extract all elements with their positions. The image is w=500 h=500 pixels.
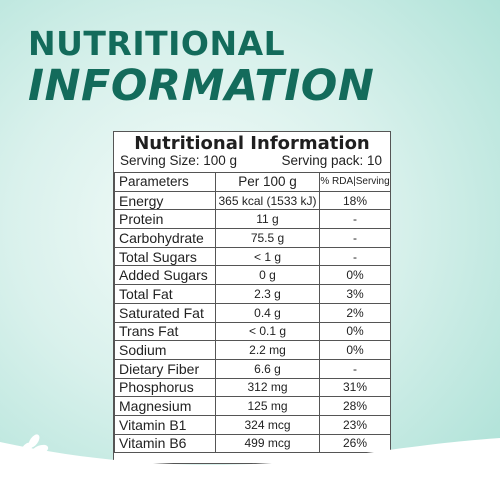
rda-serving: 18% xyxy=(319,190,391,211)
table-row: Sodium 2.2 mg 0% xyxy=(114,340,391,360)
rda-serving: 31% xyxy=(319,377,391,398)
rda-serving: 2% xyxy=(319,302,391,323)
column-header-per-100g: Per 100 g xyxy=(215,172,320,192)
serving-pack: Serving pack: 10 xyxy=(281,153,382,168)
table-row: Total Sugars < 1 g- xyxy=(114,246,391,267)
rda-serving: - xyxy=(319,209,391,230)
nutrient-name: Total Fat xyxy=(114,284,216,304)
amount-per-100g: < 1 g xyxy=(215,246,320,267)
table-row: Vitamin B6 499 mcg 26% xyxy=(114,433,391,454)
rda-serving: 0% xyxy=(319,265,391,286)
headline-line1: NUTRITIONAL xyxy=(28,24,286,63)
nutrient-name: Carbohydrate xyxy=(114,228,216,248)
panel-header: Nutritional Information Serving Size: 10… xyxy=(114,132,390,172)
amount-per-100g: 2.2 mg xyxy=(215,340,320,360)
amount-per-100g: 75.5 g xyxy=(215,228,320,248)
nutrient-name: Energy xyxy=(114,190,216,211)
table-row: Dietary Fiber 6.6 g- xyxy=(114,358,391,379)
headline-line2: INFORMATION xyxy=(28,61,375,111)
nutrient-name: Phosphorus xyxy=(114,377,216,398)
table-row: Carbohydrate 75.5 g- xyxy=(114,228,391,248)
amount-per-100g: 365 kcal (1533 kJ) xyxy=(215,190,320,211)
nutrient-name: Dietary Fiber xyxy=(114,358,216,379)
table-row: Added Sugars 0 g 0% xyxy=(114,265,391,286)
nutrient-name: Magnesium xyxy=(114,396,216,416)
amount-per-100g: 2.3 g xyxy=(215,284,320,304)
rda-serving: 26% xyxy=(319,433,391,454)
wheat-icon-right xyxy=(429,444,499,486)
nutrient-name: Total Sugars xyxy=(114,246,216,267)
table-row: Protein 11 g- xyxy=(114,209,391,230)
rda-serving: 28% xyxy=(319,396,391,416)
amount-per-100g: < 0.1 g xyxy=(215,321,320,342)
table-row: Saturated Fat 0.4 g 2% xyxy=(114,302,391,323)
table-row: Trans Fat < 0.1 g 0% xyxy=(114,321,391,342)
amount-per-100g: 125 mg xyxy=(215,396,320,416)
column-header-rda: % RDA|Serving xyxy=(319,172,391,192)
headline: NUTRITIONAL INFORMATION xyxy=(28,24,375,111)
nutrient-name: Sodium xyxy=(114,340,216,360)
rda-serving: 3% xyxy=(319,284,391,304)
table-row: Phosphorus 312 mg 31% xyxy=(114,377,391,398)
bottom-wave xyxy=(0,434,500,500)
table-row: Energy 365 kcal (1533 kJ) 18% xyxy=(114,190,391,211)
rda-serving: 0% xyxy=(319,321,391,342)
nutrient-name: Trans Fat xyxy=(114,321,216,342)
nutrient-name: Protein xyxy=(114,209,216,230)
nutrition-panel: Nutritional Information Serving Size: 10… xyxy=(113,131,391,464)
nutrient-name: Saturated Fat xyxy=(114,302,216,323)
table-row: Magnesium 125 mg 28% xyxy=(114,396,391,416)
amount-per-100g: 6.6 g xyxy=(215,358,320,379)
nutrient-name: Vitamin B6 xyxy=(114,433,216,454)
table-row: Total Fat 2.3 g 3% xyxy=(114,284,391,304)
table-header-row: Parameters Per 100 g % RDA|Serving xyxy=(114,172,391,192)
wheat-icon-left xyxy=(3,434,49,481)
amount-per-100g: 499 mcg xyxy=(215,433,320,454)
amount-per-100g: 11 g xyxy=(215,209,320,230)
rda-serving: - xyxy=(319,246,391,267)
rda-serving: - xyxy=(319,228,391,248)
serving-size: Serving Size: 100 g xyxy=(120,153,238,168)
rda-serving: - xyxy=(319,358,391,379)
column-header-parameters: Parameters xyxy=(114,172,216,192)
panel-title: Nutritional Information xyxy=(134,133,370,154)
nutrition-table: Parameters Per 100 g % RDA|Serving Energ… xyxy=(114,172,391,454)
nutrient-name: Added Sugars xyxy=(114,265,216,286)
amount-per-100g: 0 g xyxy=(215,265,320,286)
amount-per-100g: 312 mg xyxy=(215,377,320,398)
amount-per-100g: 0.4 g xyxy=(215,302,320,323)
rda-serving: 0% xyxy=(319,340,391,360)
